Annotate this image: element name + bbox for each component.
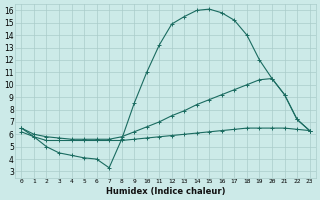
- X-axis label: Humidex (Indice chaleur): Humidex (Indice chaleur): [106, 187, 225, 196]
